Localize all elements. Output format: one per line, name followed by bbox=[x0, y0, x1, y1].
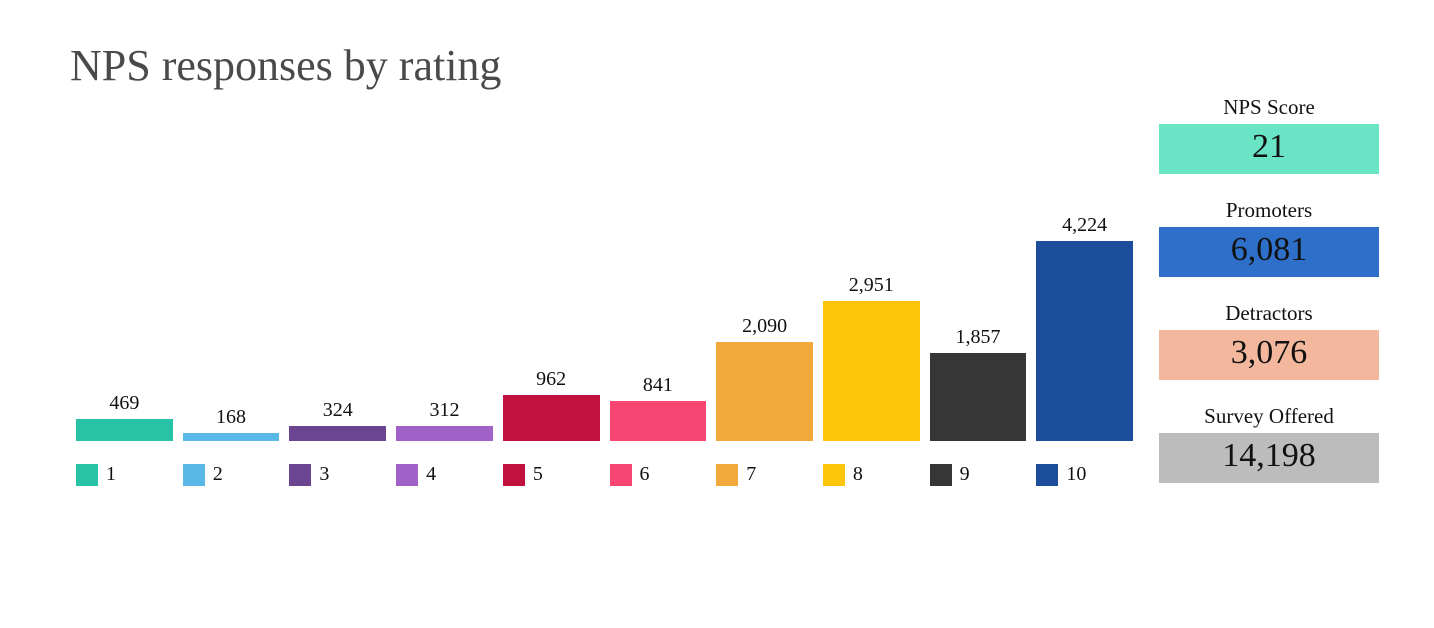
bar-slot: 312 bbox=[396, 171, 493, 441]
legend-label: 7 bbox=[746, 463, 756, 486]
bar-value-label: 2,951 bbox=[849, 274, 894, 297]
bar-slot: 168 bbox=[183, 171, 280, 441]
bar-slot: 841 bbox=[610, 171, 707, 441]
chart-legend: 1 2 3 4 5 6 7 8 9 10 bbox=[70, 463, 1139, 486]
summary-card: NPS Score 21 bbox=[1159, 95, 1379, 174]
bar-value-label: 4,224 bbox=[1062, 214, 1107, 237]
legend-item: 10 bbox=[1036, 463, 1133, 486]
page-title: NPS responses by rating bbox=[70, 40, 1139, 91]
page-container: NPS responses by rating 4691683243129628… bbox=[0, 0, 1434, 628]
legend-label: 8 bbox=[853, 463, 863, 486]
legend-item: 3 bbox=[289, 463, 386, 486]
legend-item: 4 bbox=[396, 463, 493, 486]
main-panel: NPS responses by rating 4691683243129628… bbox=[0, 0, 1159, 628]
bar bbox=[823, 301, 920, 441]
legend-swatch bbox=[183, 464, 205, 486]
legend-item: 8 bbox=[823, 463, 920, 486]
bar bbox=[503, 395, 600, 441]
bar-slot: 2,090 bbox=[716, 171, 813, 441]
legend-swatch bbox=[396, 464, 418, 486]
bar-value-label: 324 bbox=[323, 399, 353, 422]
bar-value-label: 168 bbox=[216, 406, 246, 429]
bar-value-label: 469 bbox=[109, 392, 139, 415]
legend-swatch bbox=[503, 464, 525, 486]
bar-slot: 324 bbox=[289, 171, 386, 441]
legend-label: 1 bbox=[106, 463, 116, 486]
bar-value-label: 2,090 bbox=[742, 315, 787, 338]
legend-label: 10 bbox=[1066, 463, 1086, 486]
summary-card-title: NPS Score bbox=[1159, 95, 1379, 120]
bar bbox=[610, 401, 707, 441]
legend-item: 7 bbox=[716, 463, 813, 486]
summary-card-value: 21 bbox=[1159, 124, 1379, 174]
bar-slot: 1,857 bbox=[930, 171, 1027, 441]
bar bbox=[289, 426, 386, 441]
bar bbox=[716, 342, 813, 441]
summary-card-title: Survey Offered bbox=[1159, 404, 1379, 429]
legend-label: 4 bbox=[426, 463, 436, 486]
bar-slot: 469 bbox=[76, 171, 173, 441]
summary-card-title: Promoters bbox=[1159, 198, 1379, 223]
summary-card-value: 14,198 bbox=[1159, 433, 1379, 483]
summary-card-value: 3,076 bbox=[1159, 330, 1379, 380]
summary-panel: NPS Score 21 Promoters 6,081 Detractors 3,076… bbox=[1159, 0, 1434, 628]
summary-card: Detractors 3,076 bbox=[1159, 301, 1379, 380]
bar-value-label: 962 bbox=[536, 368, 566, 391]
legend-swatch bbox=[823, 464, 845, 486]
legend-label: 2 bbox=[213, 463, 223, 486]
bar-slot: 962 bbox=[503, 171, 600, 441]
legend-label: 6 bbox=[640, 463, 650, 486]
bar bbox=[1036, 241, 1133, 441]
bar bbox=[930, 353, 1027, 441]
bar-chart: 469 168 324 312 962 841 2,090 2,951 1,857 4,224 bbox=[70, 171, 1139, 441]
bar-slot: 4,224 bbox=[1036, 171, 1133, 441]
bar-value-label: 312 bbox=[429, 399, 459, 422]
legend-label: 9 bbox=[960, 463, 970, 486]
legend-swatch bbox=[930, 464, 952, 486]
legend-label: 5 bbox=[533, 463, 543, 486]
summary-card: Survey Offered 14,198 bbox=[1159, 404, 1379, 483]
summary-card: Promoters 6,081 bbox=[1159, 198, 1379, 277]
summary-card-value: 6,081 bbox=[1159, 227, 1379, 277]
legend-item: 2 bbox=[183, 463, 280, 486]
bar-value-label: 841 bbox=[643, 374, 673, 397]
legend-swatch bbox=[716, 464, 738, 486]
bar bbox=[183, 433, 280, 441]
legend-swatch bbox=[610, 464, 632, 486]
legend-swatch bbox=[1036, 464, 1058, 486]
legend-swatch bbox=[76, 464, 98, 486]
legend-swatch bbox=[289, 464, 311, 486]
bar-value-label: 1,857 bbox=[955, 326, 1000, 349]
bar bbox=[76, 419, 173, 441]
legend-item: 1 bbox=[76, 463, 173, 486]
summary-card-title: Detractors bbox=[1159, 301, 1379, 326]
legend-item: 5 bbox=[503, 463, 600, 486]
bar-slot: 2,951 bbox=[823, 171, 920, 441]
legend-item: 6 bbox=[610, 463, 707, 486]
legend-item: 9 bbox=[930, 463, 1027, 486]
legend-label: 3 bbox=[319, 463, 329, 486]
bar bbox=[396, 426, 493, 441]
